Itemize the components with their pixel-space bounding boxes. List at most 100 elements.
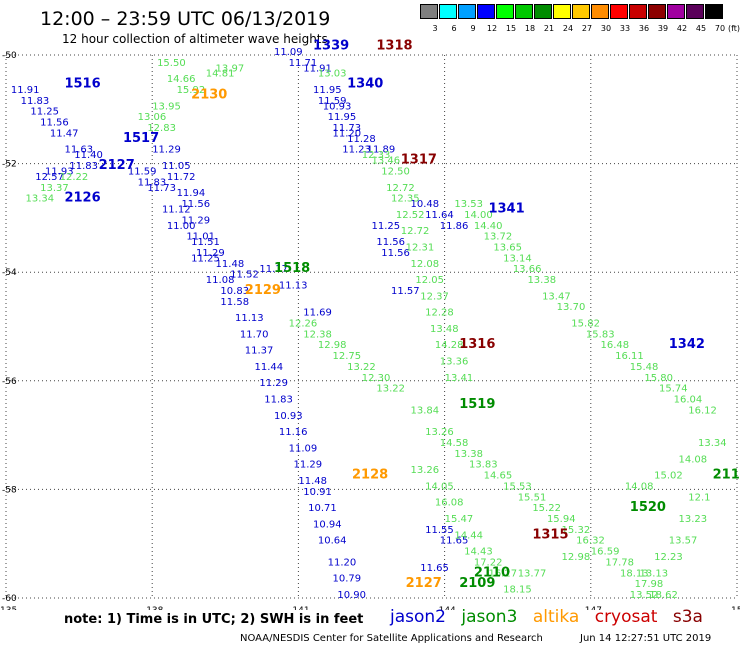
legend-label: 45 bbox=[695, 24, 707, 33]
x-tick-label: 141 bbox=[292, 606, 309, 610]
swh-reading: 11.13 bbox=[279, 280, 308, 291]
legend-swatch bbox=[686, 4, 704, 19]
swh-reading: 12.30 bbox=[362, 373, 391, 384]
swh-reading: 18.15 bbox=[503, 585, 532, 596]
swh-reading: 14.58 bbox=[440, 438, 469, 449]
legend-label: 39 bbox=[657, 24, 669, 33]
swh-reading: 16.48 bbox=[601, 340, 630, 351]
legend-label: 18 bbox=[524, 24, 536, 33]
legend-label: 3 bbox=[432, 24, 438, 33]
legend-label: 24 bbox=[562, 24, 574, 33]
swh-reading: 17.22 bbox=[474, 557, 503, 568]
legend-label: 6 bbox=[451, 24, 457, 33]
swh-reading: 14.65 bbox=[484, 471, 513, 482]
legend-swatch bbox=[534, 4, 552, 19]
swh-reading: 11.95 bbox=[328, 112, 357, 123]
swh-reading: 11.00 bbox=[167, 221, 196, 232]
swh-reading: 11.05 bbox=[162, 161, 191, 172]
swh-reading: 13.70 bbox=[557, 302, 586, 313]
swh-reading: 10.91 bbox=[303, 487, 332, 498]
swh-reading: 12.37 bbox=[420, 291, 449, 302]
swh-reading: 11.86 bbox=[440, 221, 469, 232]
swh-reading: 13.83 bbox=[469, 460, 498, 471]
swh-reading: 13.95 bbox=[152, 101, 181, 112]
legend-label: 9 bbox=[470, 24, 476, 33]
swh-reading: 13.37 bbox=[40, 183, 69, 194]
swh-reading: 12.31 bbox=[406, 242, 435, 253]
legend-label: 21 bbox=[543, 24, 555, 33]
swh-reading: 14.05 bbox=[425, 481, 454, 492]
swh-reading: 10.64 bbox=[318, 536, 347, 547]
legend-swatch bbox=[496, 4, 514, 19]
legend-swatch bbox=[439, 4, 457, 19]
legend-label: 30 bbox=[600, 24, 612, 33]
swh-reading: 11.56 bbox=[376, 237, 405, 248]
y-tick-label: -52 bbox=[2, 160, 17, 170]
pass-label: 2130 bbox=[191, 87, 227, 102]
swh-reading: 16.12 bbox=[688, 405, 717, 416]
pass-label: 1342 bbox=[669, 337, 705, 352]
pass-label: 1341 bbox=[488, 201, 524, 216]
swh-reading: 11.59 bbox=[128, 166, 157, 177]
legend-swatch bbox=[477, 4, 495, 19]
swh-reading: 11.08 bbox=[206, 275, 235, 286]
swh-reading: 11.63 bbox=[64, 145, 93, 156]
swh-reading: 11.69 bbox=[303, 308, 332, 319]
swh-reading: 11.71 bbox=[289, 58, 318, 69]
swh-reading: 16.27 bbox=[488, 568, 517, 579]
swh-reading: 13.97 bbox=[216, 63, 245, 74]
sat-altika: altika bbox=[532, 607, 580, 627]
swh-reading: 12.38 bbox=[303, 329, 332, 340]
pass-label: 1516 bbox=[64, 77, 100, 92]
sat-s3a: s3a bbox=[672, 607, 703, 627]
swh-reading: 11.56 bbox=[40, 118, 69, 129]
swh-reading: 11.12 bbox=[162, 204, 191, 215]
swh-reading: 14.40 bbox=[474, 221, 503, 232]
legend-swatch bbox=[591, 4, 609, 19]
pass-label: 1315 bbox=[532, 527, 568, 542]
swh-reading: 11.25 bbox=[191, 253, 220, 264]
swh-reading: 13.03 bbox=[318, 69, 347, 80]
legend-swatch bbox=[629, 4, 647, 19]
swh-reading: 14.81 bbox=[206, 69, 235, 80]
swh-reading: 11.64 bbox=[425, 210, 454, 221]
swh-reading: 16.59 bbox=[591, 547, 620, 558]
sat-jason3: jason3 bbox=[461, 607, 518, 627]
pass-label: 1520 bbox=[630, 500, 666, 515]
swh-reading: 15.32 bbox=[562, 525, 591, 536]
swh-reading: 11.25 bbox=[372, 221, 401, 232]
swh-reading: 11.72 bbox=[167, 172, 196, 183]
swh-reading: 11.83 bbox=[138, 177, 167, 188]
swh-reading: 12.1 bbox=[688, 492, 710, 503]
x-tick-label: 147 bbox=[585, 606, 602, 610]
swh-reading: 13.41 bbox=[445, 373, 474, 384]
swh-reading: 11.91 bbox=[11, 85, 40, 96]
swh-reading: 13.23 bbox=[679, 514, 708, 525]
swh-reading: 11.65 bbox=[420, 563, 449, 574]
swh-reading: 14.00 bbox=[464, 210, 493, 221]
swh-reading: 11.44 bbox=[255, 362, 284, 373]
swh-reading: 12.26 bbox=[289, 319, 318, 330]
swh-reading: 11.20 bbox=[328, 557, 357, 568]
swh-reading: 13.34 bbox=[25, 194, 54, 205]
legend-swatch bbox=[458, 4, 476, 19]
swh-reading: 13.34 bbox=[698, 438, 727, 449]
map-title: 12:00 – 23:59 UTC 06/13/2019 bbox=[40, 8, 331, 30]
swh-reading: 10.83 bbox=[220, 286, 249, 297]
swh-reading: 13.14 bbox=[503, 253, 532, 264]
swh-reading: 12.83 bbox=[147, 123, 176, 134]
pass-label: 1519 bbox=[459, 397, 495, 412]
legend-unit: (ft) bbox=[728, 24, 740, 33]
swh-reading: 15.92 bbox=[177, 85, 206, 96]
swh-reading: 14.43 bbox=[464, 547, 493, 558]
legend-label: 15 bbox=[505, 24, 517, 33]
swh-reading: 11.51 bbox=[191, 237, 220, 248]
swh-reading: 12.50 bbox=[381, 166, 410, 177]
swh-reading: 11.09 bbox=[289, 443, 318, 454]
swh-reading: 11.93 bbox=[45, 166, 74, 177]
swh-reading: 11.25 bbox=[30, 107, 59, 118]
swh-reading: 11.29 bbox=[294, 460, 323, 471]
x-tick-label: 144 bbox=[439, 606, 456, 610]
pass-label: 1318 bbox=[376, 39, 412, 54]
swh-reading: 15.22 bbox=[532, 503, 561, 514]
